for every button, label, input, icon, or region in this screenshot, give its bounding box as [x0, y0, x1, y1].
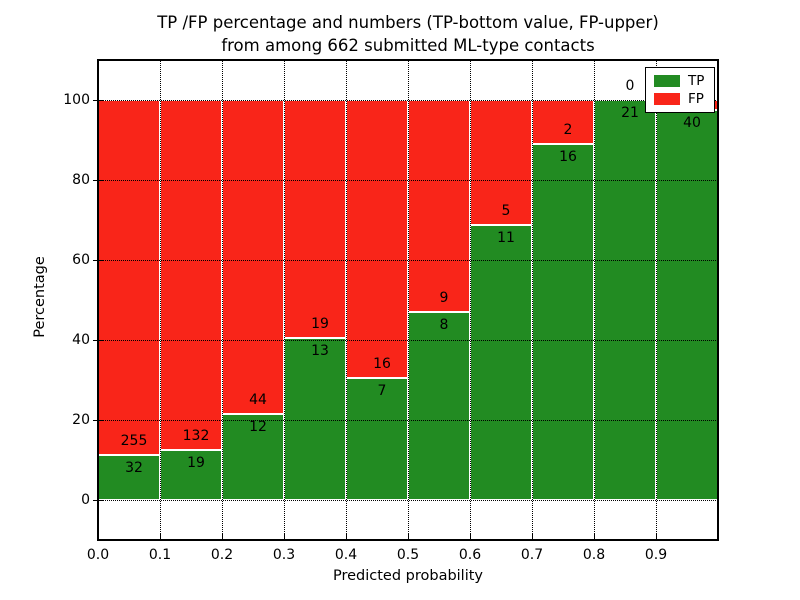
x-tick-label: 0.0 [86, 547, 110, 563]
tp-count-label: 7 [377, 383, 387, 400]
y-tick-mark [93, 340, 103, 341]
vertical-gridline [470, 60, 471, 540]
fp-bar-segment [408, 100, 470, 312]
fp-count-label: 9 [439, 289, 449, 306]
tp-bar-segment [532, 144, 594, 500]
x-tick-mark [160, 534, 161, 540]
tp-legend-label: TP [688, 72, 705, 89]
horizontal-gridline [98, 260, 718, 261]
tp-count-label: 13 [311, 342, 329, 359]
vertical-gridline [346, 60, 347, 540]
y-tick-label: 80 [72, 172, 90, 188]
vertical-gridline [594, 60, 595, 540]
chart-title-line1: TP /FP percentage and numbers (TP-bottom… [157, 13, 659, 32]
x-axis-label: Predicted probability [332, 568, 484, 584]
x-tick-label: 0.1 [148, 547, 172, 563]
vertical-gridline [656, 60, 657, 540]
fp-legend-swatch [654, 93, 680, 105]
y-tick-mark [93, 500, 103, 501]
x-tick-label: 0.3 [272, 547, 296, 563]
horizontal-gridline [98, 420, 718, 421]
fp-bar-segment [346, 100, 408, 379]
tp-bar-segment [594, 100, 656, 500]
horizontal-gridline [98, 500, 718, 501]
fp-count-label: 255 [120, 433, 148, 450]
vertical-gridline [222, 60, 223, 540]
legend-item-tp: TP [654, 72, 714, 89]
tp-count-label: 32 [125, 460, 143, 477]
x-tick-label: 0.6 [458, 547, 482, 563]
plot-area: TP FP 2553213219441219131679851121602114… [93, 59, 719, 541]
fp-bar-segment [284, 100, 346, 338]
fp-count-label: 2 [563, 122, 573, 139]
y-tick-label: 60 [72, 252, 90, 268]
vertical-gridline [408, 60, 409, 540]
y-tick-mark [93, 100, 103, 101]
vertical-gridline [160, 60, 161, 540]
y-tick-label: 40 [72, 332, 90, 348]
y-tick-label: 0 [81, 492, 90, 508]
tp-bar-segment [160, 449, 222, 500]
x-tick-mark [594, 534, 595, 540]
tp-bar-segment [98, 455, 160, 500]
tp-bar-segment [470, 225, 532, 500]
x-tick-label: 0.4 [334, 547, 358, 563]
fp-legend-label: FP [688, 90, 704, 107]
x-tick-mark [470, 534, 471, 540]
tp-count-label: 21 [621, 105, 639, 121]
y-tick-label: 20 [72, 412, 90, 428]
x-tick-label: 0.7 [520, 547, 544, 563]
x-tick-mark [98, 534, 99, 540]
tp-bar-segment [284, 337, 346, 500]
x-tick-mark [284, 534, 285, 540]
tp-count-label: 40 [683, 114, 701, 131]
tp-count-label: 11 [497, 230, 515, 246]
x-tick-label: 0.2 [210, 547, 234, 563]
tp-count-label: 16 [559, 149, 577, 166]
x-tick-label: 0.9 [644, 547, 668, 563]
y-tick-mark [93, 260, 103, 261]
fp-bar-segment [222, 100, 284, 415]
horizontal-gridline [98, 100, 718, 101]
legend-item-fp: FP [654, 90, 714, 107]
tp-bar-segment [346, 378, 408, 500]
fp-count-label: 16 [373, 356, 391, 373]
x-tick-mark [532, 534, 533, 540]
legend: TP FP [645, 67, 715, 113]
vertical-gridline [532, 60, 533, 540]
y-tick-mark [93, 180, 103, 181]
tp-bar-segment [656, 109, 718, 500]
fp-count-label: 132 [182, 427, 210, 444]
horizontal-gridline [98, 180, 718, 181]
chart-title: TP /FP percentage and numbers (TP-bottom… [98, 11, 718, 57]
x-tick-mark [408, 534, 409, 540]
fp-bar-segment [160, 100, 222, 450]
chart-title-line2: from among 662 submitted ML-type contact… [221, 36, 595, 55]
x-tick-label: 0.5 [396, 547, 420, 563]
fp-count-label: 5 [501, 203, 511, 219]
y-tick-mark [93, 420, 103, 421]
x-tick-mark [656, 534, 657, 540]
fp-bar-segment [98, 100, 160, 456]
fp-count-label: 44 [249, 392, 267, 409]
y-tick-label: 100 [63, 92, 90, 108]
tp-count-label: 8 [439, 316, 449, 333]
tp-count-label: 19 [187, 454, 205, 471]
fp-count-label: 19 [311, 315, 329, 332]
x-tick-label: 0.8 [582, 547, 606, 563]
x-tick-mark [222, 534, 223, 540]
tp-legend-swatch [654, 75, 680, 87]
vertical-gridline [284, 60, 285, 540]
fp-count-label: 0 [625, 78, 635, 94]
x-tick-mark [346, 534, 347, 540]
tp-count-label: 12 [249, 419, 267, 436]
horizontal-gridline [98, 340, 718, 341]
